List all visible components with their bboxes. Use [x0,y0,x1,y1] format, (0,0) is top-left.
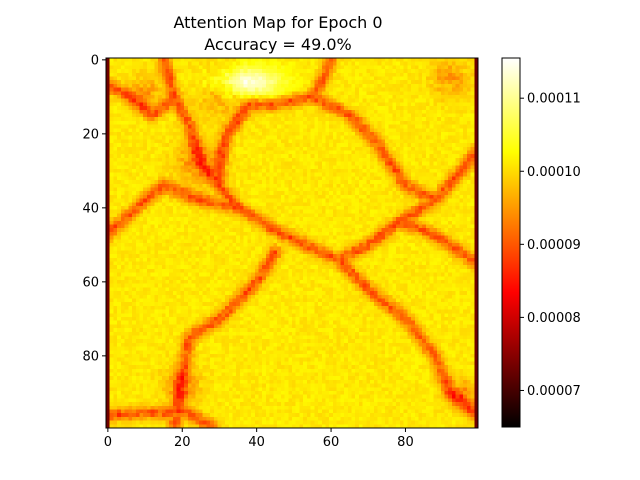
colorbar-tick-label: 0.00009 [527,238,581,253]
colorbar-tick-label: 0.00011 [527,92,581,107]
x-tick-label: 0 [104,435,112,450]
y-tick-label: 60 [82,275,99,290]
heatmap-area [105,57,479,429]
colorbar-tick-label: 0.00010 [527,165,581,180]
x-tick-label: 20 [174,435,191,450]
chart-subtitle: Accuracy = 49.0% [204,35,351,54]
y-tick-label: 80 [82,349,99,364]
colorbar-tick-label: 0.00008 [527,311,581,326]
y-tick-label: 40 [82,201,99,216]
colorbar-gradient [502,58,520,427]
colorbar-tick-label: 0.00007 [527,384,581,399]
y-axis: 0 20 40 60 80 [82,53,106,364]
colorbar-ticks: 0.00007 0.00008 0.00009 0.00010 0.00011 [520,92,581,399]
heatmap-frame [105,57,479,429]
y-tick-label: 0 [91,53,99,68]
x-tick-label: 40 [248,435,265,450]
x-axis: 0 20 40 60 80 [104,428,414,450]
colorbar: 0.00007 0.00008 0.00009 0.00010 0.00011 [501,57,581,428]
x-tick-label: 80 [397,435,414,450]
colorbar-frame [501,57,521,428]
x-tick-label: 60 [323,435,340,450]
heatmap-image [106,58,478,428]
chart-title: Attention Map for Epoch 0 [173,13,382,32]
y-tick-label: 20 [82,127,99,142]
